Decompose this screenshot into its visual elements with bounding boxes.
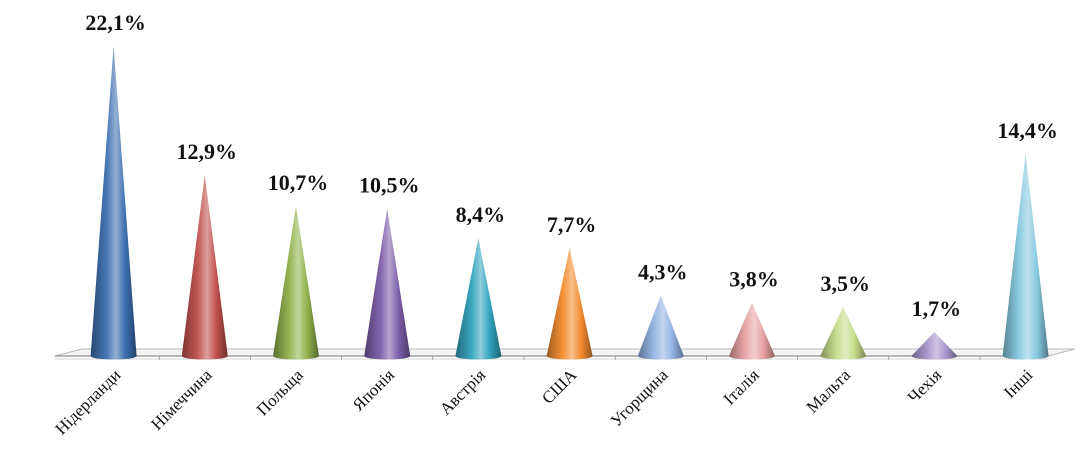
cone-bar-2 xyxy=(273,205,319,360)
category-label-2: Польща xyxy=(253,365,307,419)
x-axis-tick-labels: Нідерланди Німеччина Польща Японія Австрія СШ… xyxy=(51,365,1036,439)
category-label-8: Мальта xyxy=(803,365,855,417)
category-label-0: Нідерланди xyxy=(51,365,124,438)
category-label-6: Угорщина xyxy=(607,365,672,430)
value-label-8: 3,5% xyxy=(820,271,870,296)
cone-bar-4 xyxy=(455,238,502,360)
value-label-5: 7,7% xyxy=(547,212,597,237)
cone-bar-0 xyxy=(90,46,137,360)
category-label-9: Чехія xyxy=(904,365,945,406)
category-label-10: Інші xyxy=(1000,365,1037,402)
cone-bar-9 xyxy=(911,332,958,360)
value-label-0: 22,1% xyxy=(85,10,146,35)
category-label-7: Італія xyxy=(720,365,763,408)
cone-bar-8 xyxy=(820,306,867,360)
category-label-4: Австрія xyxy=(436,365,489,418)
cone-series xyxy=(90,46,1049,360)
value-label-2: 10,7% xyxy=(268,170,329,195)
category-label-3: Японія xyxy=(349,365,398,414)
cone-bar-6 xyxy=(637,295,684,360)
cone-bar-10 xyxy=(1002,154,1049,360)
value-label-7: 3,8% xyxy=(729,267,779,292)
value-label-6: 4,3% xyxy=(638,260,688,285)
value-label-10: 14,4% xyxy=(997,118,1058,143)
cone-bar-5 xyxy=(546,247,593,360)
value-label-9: 1,7% xyxy=(912,296,962,321)
cone-bar-7 xyxy=(729,302,775,360)
value-label-3: 10,5% xyxy=(359,173,420,198)
category-label-1: Німеччина xyxy=(147,365,216,434)
value-label-1: 12,9% xyxy=(177,139,238,164)
cone-bar-1 xyxy=(181,175,228,360)
value-label-4: 8,4% xyxy=(456,202,506,227)
data-labels: 22,1% 12,9% 10,7% 10,5% 8,4% 7,7% 4,3% 3,8% 3,5%… xyxy=(85,10,1058,321)
category-label-5: США xyxy=(538,365,581,408)
cone-bar-3 xyxy=(364,208,411,360)
